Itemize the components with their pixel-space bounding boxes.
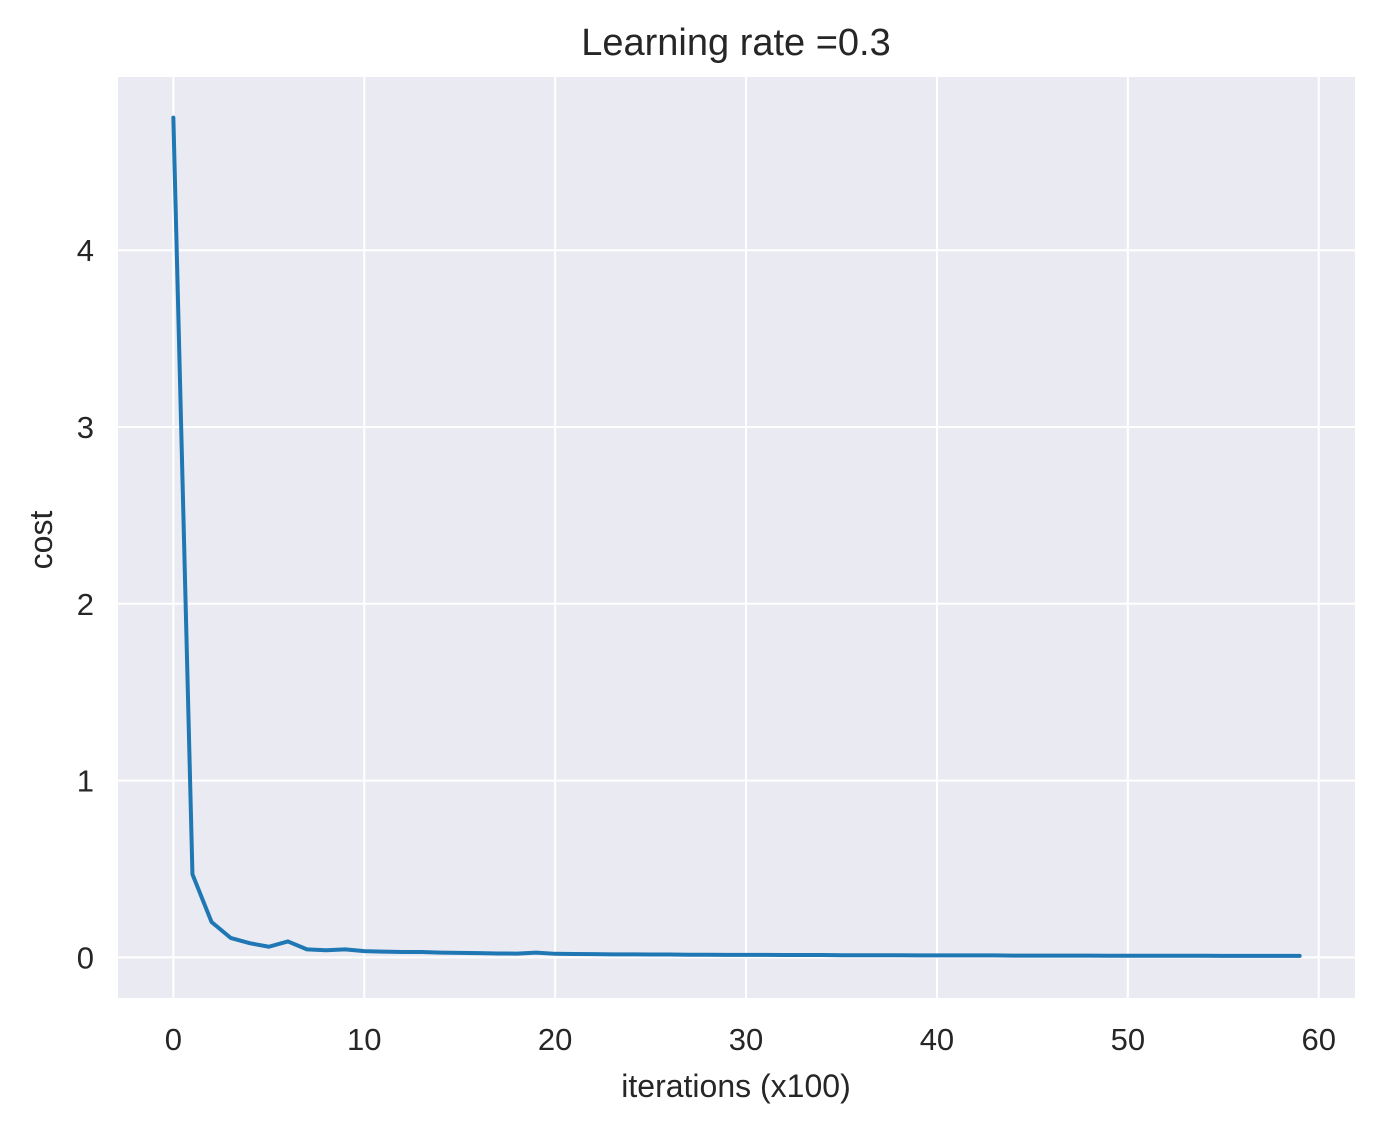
series-layer xyxy=(171,115,1302,958)
x-tick-label: 40 xyxy=(920,1022,954,1057)
y-tick-label: 1 xyxy=(77,764,94,799)
y-axis-ticks: 0 1 2 3 4 xyxy=(77,233,94,975)
y-tick-label: 2 xyxy=(77,587,94,622)
y-tick-label: 0 xyxy=(77,940,94,975)
series-line xyxy=(171,115,1302,958)
y-tick-label: 3 xyxy=(77,410,94,445)
x-tick-label: 10 xyxy=(347,1022,381,1057)
chart-title: Learning rate =0.3 xyxy=(581,22,891,64)
x-tick-label: 50 xyxy=(1111,1022,1145,1057)
y-tick-label: 4 xyxy=(77,233,94,268)
grid-lines xyxy=(118,77,1355,998)
x-tick-label: 60 xyxy=(1301,1022,1335,1057)
y-axis-label: cost xyxy=(23,511,59,570)
plot-area xyxy=(118,77,1355,998)
x-tick-label: 0 xyxy=(165,1022,182,1057)
x-axis-ticks: 0 10 20 30 40 50 60 xyxy=(165,1022,1336,1057)
x-tick-label: 30 xyxy=(729,1022,763,1057)
x-tick-label: 20 xyxy=(538,1022,572,1057)
x-axis-label: iterations (x100) xyxy=(621,1068,850,1104)
